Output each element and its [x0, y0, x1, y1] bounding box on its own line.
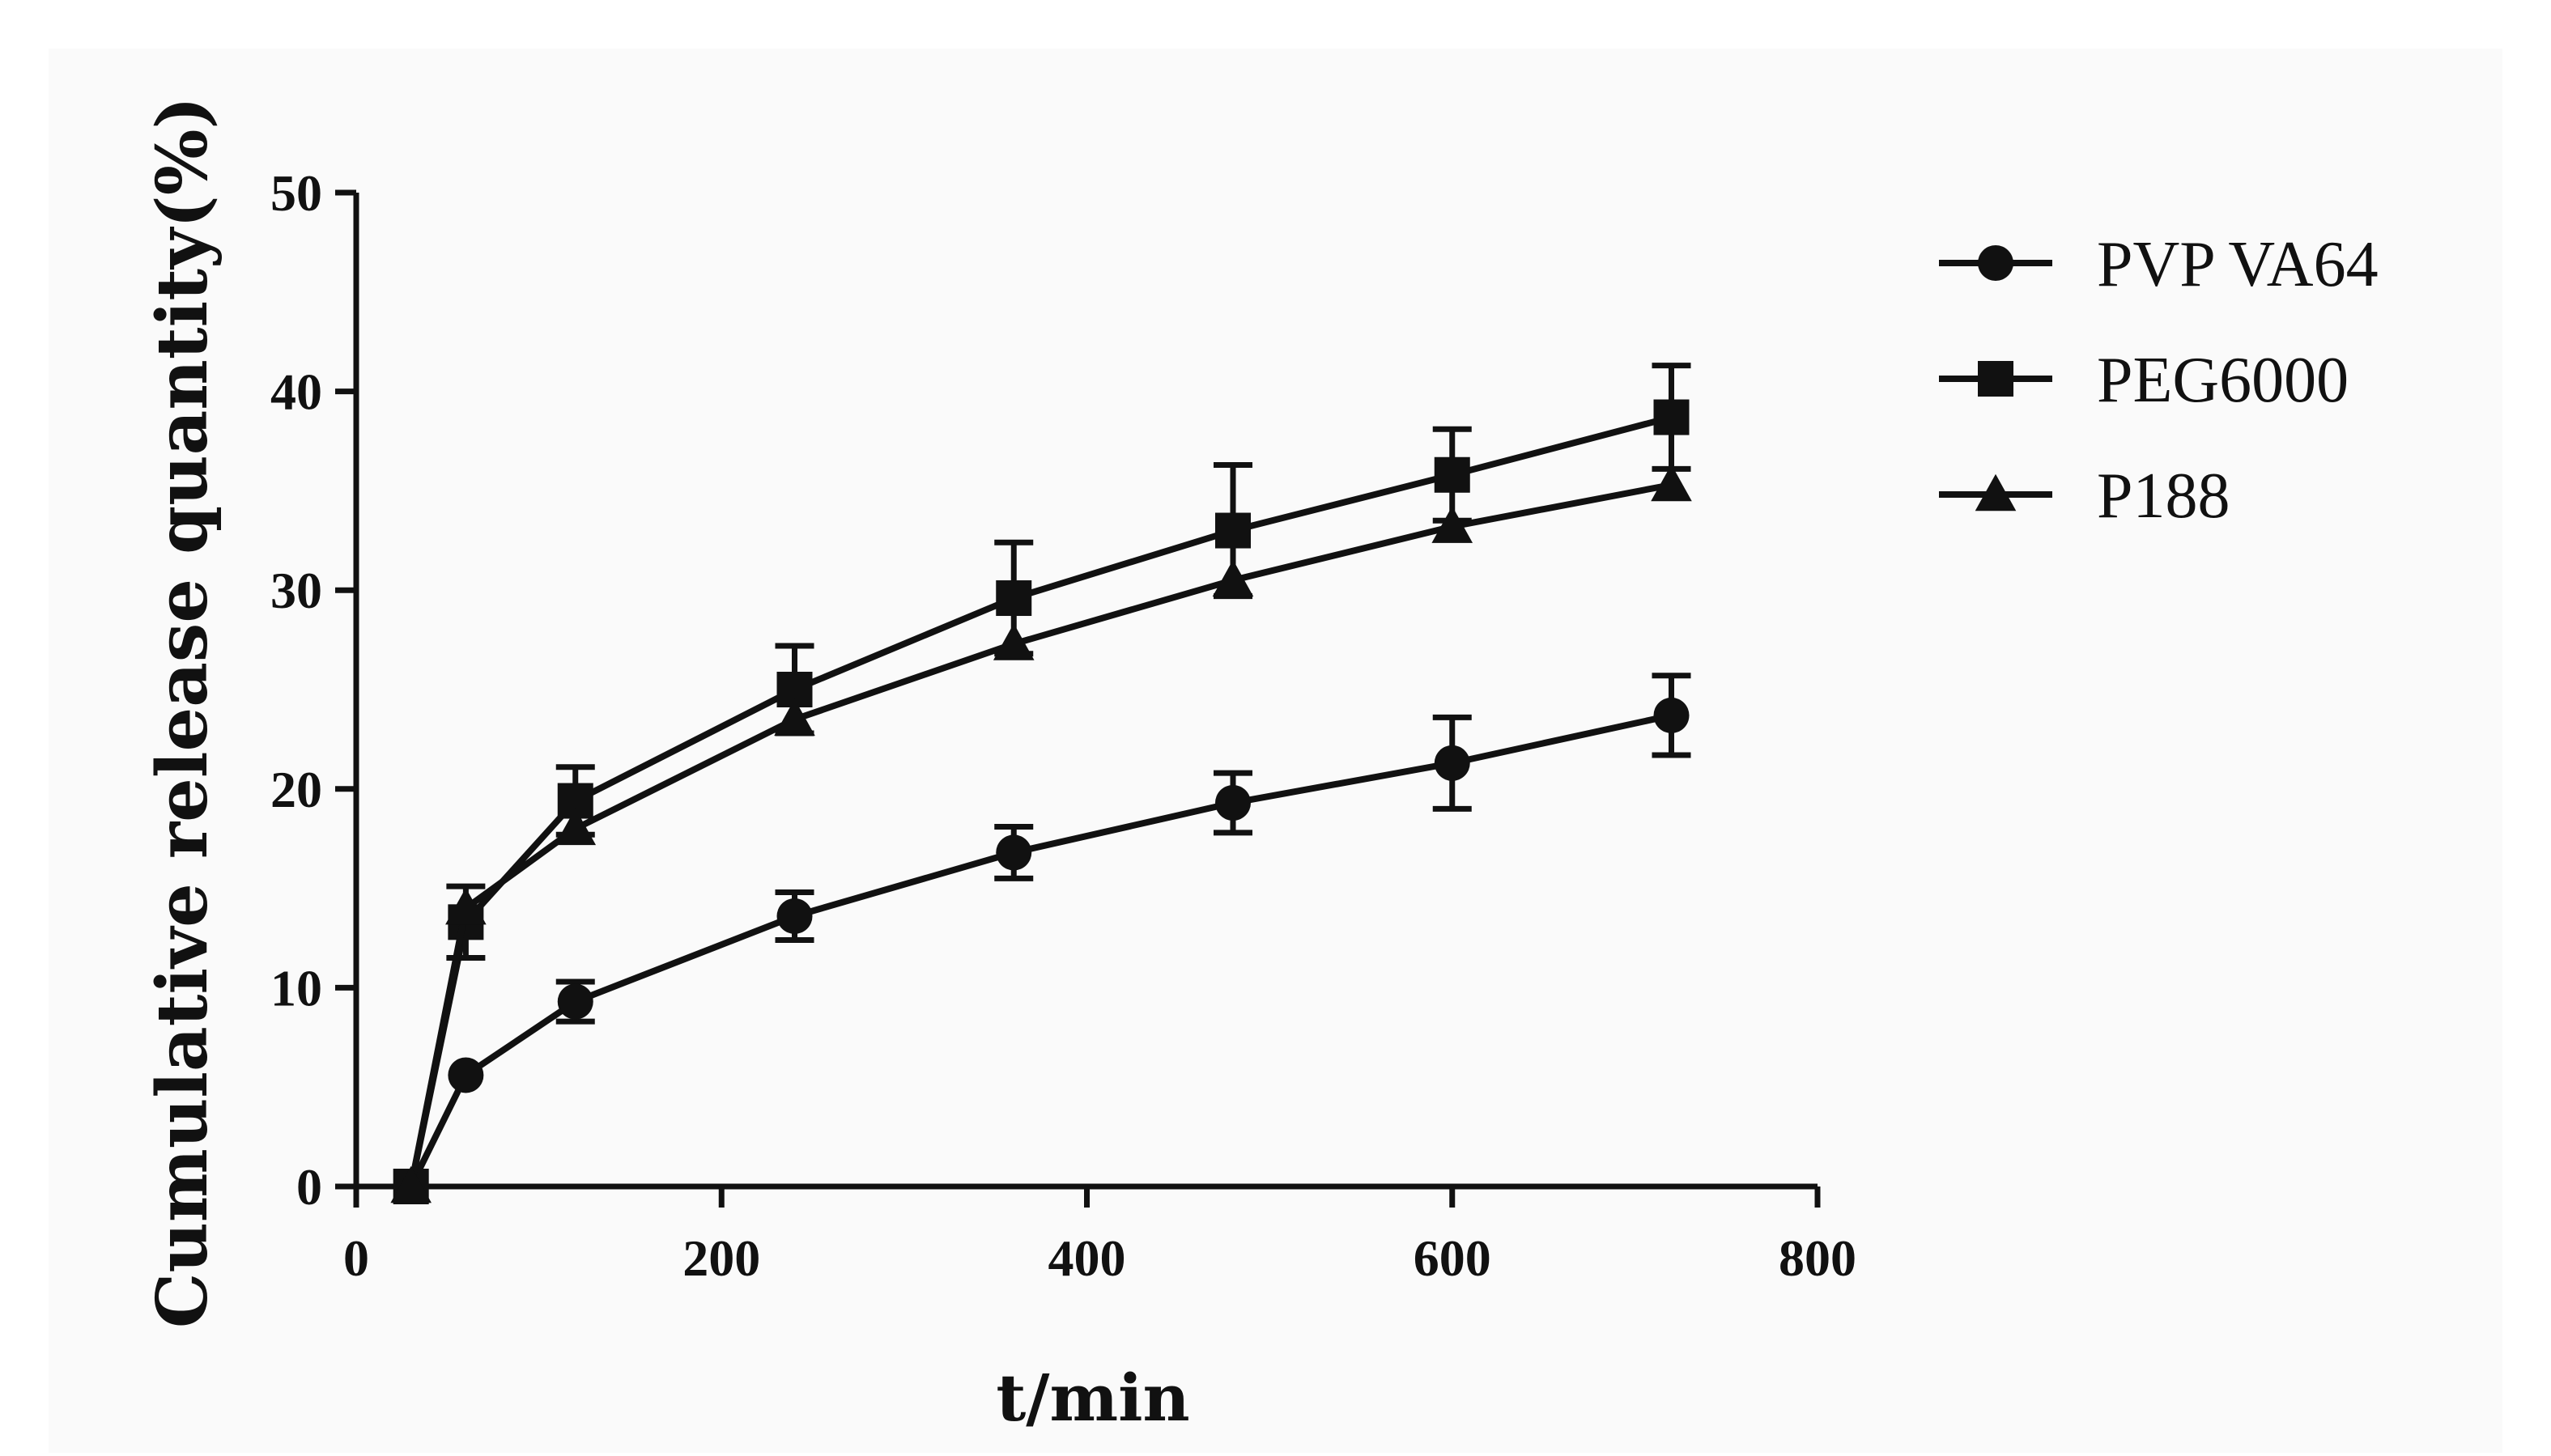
y-tick-label: 40	[270, 363, 322, 421]
data-point	[1215, 512, 1251, 549]
x-tick-label: 800	[1779, 1229, 1856, 1287]
data-point	[1212, 559, 1254, 597]
series-pvp-va64	[393, 673, 1691, 1204]
y-tick-label: 10	[270, 959, 322, 1017]
legend-label: PVP VA64	[2097, 229, 2379, 300]
y-tick-label: 50	[270, 164, 322, 222]
legend-label: P188	[2097, 461, 2230, 532]
legend-entry: P188	[1939, 461, 2230, 532]
data-point	[1653, 697, 1690, 733]
data-point	[1434, 745, 1470, 781]
series-p188	[390, 464, 1692, 1203]
data-point	[1651, 464, 1692, 502]
axes: 0 10 20 30 40 50 0 200 400 600 800	[270, 164, 1856, 1287]
chart-background	[49, 49, 2502, 1453]
y-tick-label: 30	[270, 562, 322, 619]
legend-marker	[1978, 361, 2013, 397]
data-point	[1431, 506, 1473, 543]
x-tick-label: 400	[1048, 1229, 1126, 1287]
series-line	[407, 482, 1673, 1187]
legend-entry: PEG6000	[1939, 345, 2349, 416]
data-point	[1215, 784, 1251, 821]
series-line	[407, 414, 1673, 1187]
data-point	[390, 1165, 432, 1203]
legend-marker	[1975, 473, 2017, 512]
legend-marker	[1978, 245, 2013, 281]
data-point	[1434, 456, 1470, 493]
data-point	[774, 698, 815, 736]
legend: PVP VA64 PEG6000 P188	[1939, 229, 2379, 532]
y-tick-label: 20	[270, 761, 322, 818]
x-axis-title: t/min	[996, 1360, 1189, 1436]
data-point	[996, 834, 1032, 871]
data-point	[996, 580, 1032, 617]
x-tick-label: 200	[682, 1229, 760, 1287]
data-point	[555, 808, 597, 846]
series-line	[408, 712, 1673, 1188]
legend-label: PEG6000	[2097, 345, 2349, 416]
data-point	[448, 1057, 484, 1093]
plot-area	[390, 363, 1692, 1204]
data-point	[1653, 399, 1690, 435]
data-point	[993, 623, 1035, 660]
data-point	[776, 898, 813, 934]
y-axis-title: Cumulative release quantity(%)	[142, 96, 223, 1328]
series-peg6000	[393, 363, 1691, 1204]
x-tick-label: 600	[1414, 1229, 1491, 1287]
data-point	[557, 983, 593, 1020]
x-tick-label: 0	[343, 1229, 369, 1287]
data-point	[445, 887, 487, 925]
legend-entry: PVP VA64	[1939, 229, 2379, 300]
y-tick-label: 0	[296, 1158, 322, 1216]
